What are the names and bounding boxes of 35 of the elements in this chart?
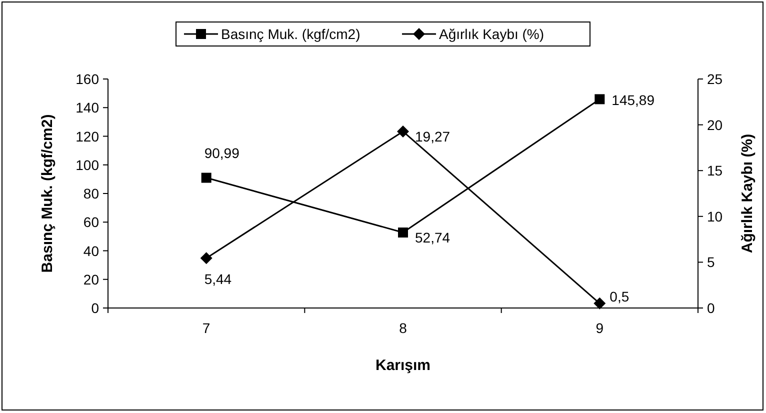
data-label: 52,74 (415, 230, 450, 246)
y-tick-label: 20 (83, 271, 100, 288)
legend-label: Basınç Muk. (kgf/cm2) (221, 26, 360, 42)
data-label: 5,44 (204, 271, 232, 288)
y2-axis-title: Ağırlık Kaybı (%) (739, 134, 756, 254)
y-tick-label: 40 (83, 242, 100, 259)
point (397, 125, 409, 138)
y-tick-label: 0 (91, 300, 100, 316)
x-tick-label: 9 (596, 320, 604, 336)
y-tick-label: 160 (76, 71, 100, 87)
data-label: 19,27 (415, 128, 450, 144)
legend-label: Ağırlık Kaybı (%) (439, 26, 544, 42)
y-tick-label: 80 (83, 186, 100, 202)
point (201, 172, 212, 183)
x-tick-label: 7 (202, 320, 210, 336)
y-axis-title: Basınç Muk. (kgf/cm2) (39, 114, 56, 273)
x-axis-title: Karışım (375, 357, 431, 374)
y2-tick-label: 25 (707, 71, 723, 87)
y2-tick-label: 10 (707, 208, 723, 224)
x-tick-label: 8 (399, 320, 408, 336)
y-tick-label: 60 (83, 214, 100, 230)
y2-tick-label: 20 (707, 116, 723, 133)
point (200, 252, 212, 264)
point (594, 297, 606, 310)
data-label: 0,5 (610, 288, 630, 304)
point (594, 94, 605, 104)
data-label: 145,89 (612, 92, 655, 108)
y2-tick-label: 15 (707, 162, 723, 179)
point (398, 228, 408, 238)
y2-tick-label: 5 (707, 254, 715, 270)
data-label: 90,99 (204, 144, 240, 161)
y-tick-label: 140 (76, 100, 100, 116)
y2-tick-label: 0 (707, 300, 715, 316)
y-tick-label: 120 (76, 128, 100, 144)
y-tick-label: 100 (76, 156, 100, 173)
